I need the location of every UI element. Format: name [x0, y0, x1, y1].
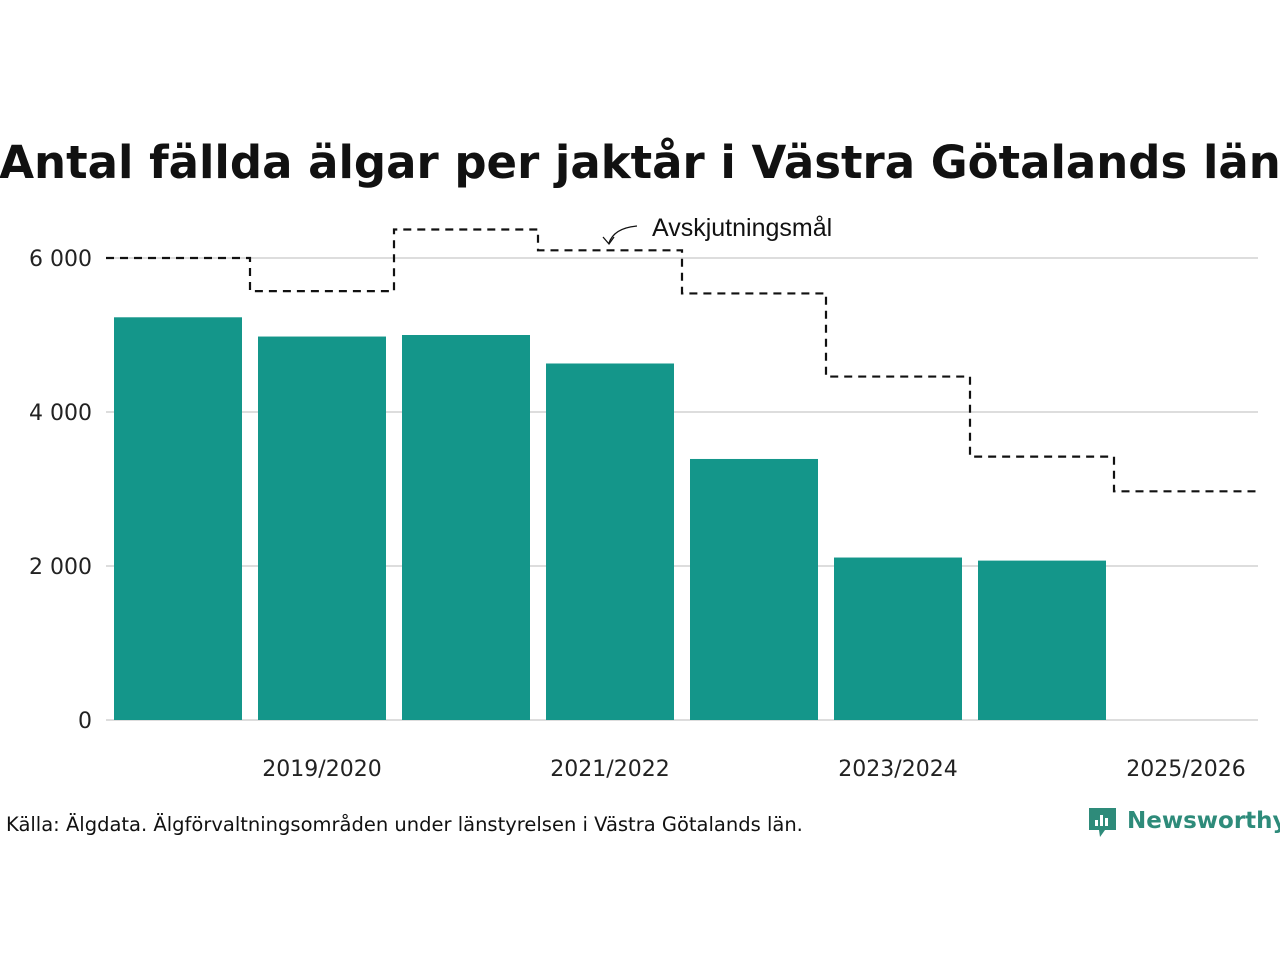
bar-2020-2021 — [402, 335, 530, 720]
x-axis-ticks: 2019/2020 2021/2022 2023/2024 2025/2026 — [262, 757, 1245, 782]
bar-layer — [114, 317, 1106, 720]
newsworthy-logo: Newsworthy — [1089, 808, 1280, 837]
y-tick-label: 6 000 — [29, 247, 92, 272]
x-tick-label: 2025/2026 — [1126, 757, 1245, 782]
y-tick-label: 0 — [78, 709, 92, 734]
brand-name: Newsworthy — [1127, 808, 1280, 834]
source-note: Källa: Älgdata. Älgförvaltningsområden u… — [6, 813, 803, 836]
target-annotation: Avskjutningsmål — [602, 214, 832, 246]
x-tick-label: 2019/2020 — [262, 757, 381, 782]
bar-2023-2024 — [834, 557, 962, 720]
x-tick-label: 2023/2024 — [838, 757, 957, 782]
annotation-arrow — [608, 225, 638, 244]
bar-2018-2019 — [114, 317, 242, 720]
bar-2021-2022 — [546, 363, 674, 720]
x-tick-label: 2021/2022 — [550, 757, 669, 782]
bar-2024-2025 — [978, 560, 1106, 720]
y-tick-label: 2 000 — [29, 555, 92, 580]
bar-2022-2023 — [690, 458, 818, 720]
annotation-label: Avskjutningsmål — [652, 214, 832, 242]
y-tick-label: 4 000 — [29, 401, 92, 426]
chart-title: Antal fällda älgar per jaktår i Västra G… — [0, 136, 1280, 189]
annotation-arrowhead — [602, 236, 615, 246]
newsworthy-logo-icon — [1089, 808, 1116, 837]
bar-2019-2020 — [258, 336, 386, 720]
y-axis-ticks: 0 2 000 4 000 6 000 — [29, 247, 92, 734]
